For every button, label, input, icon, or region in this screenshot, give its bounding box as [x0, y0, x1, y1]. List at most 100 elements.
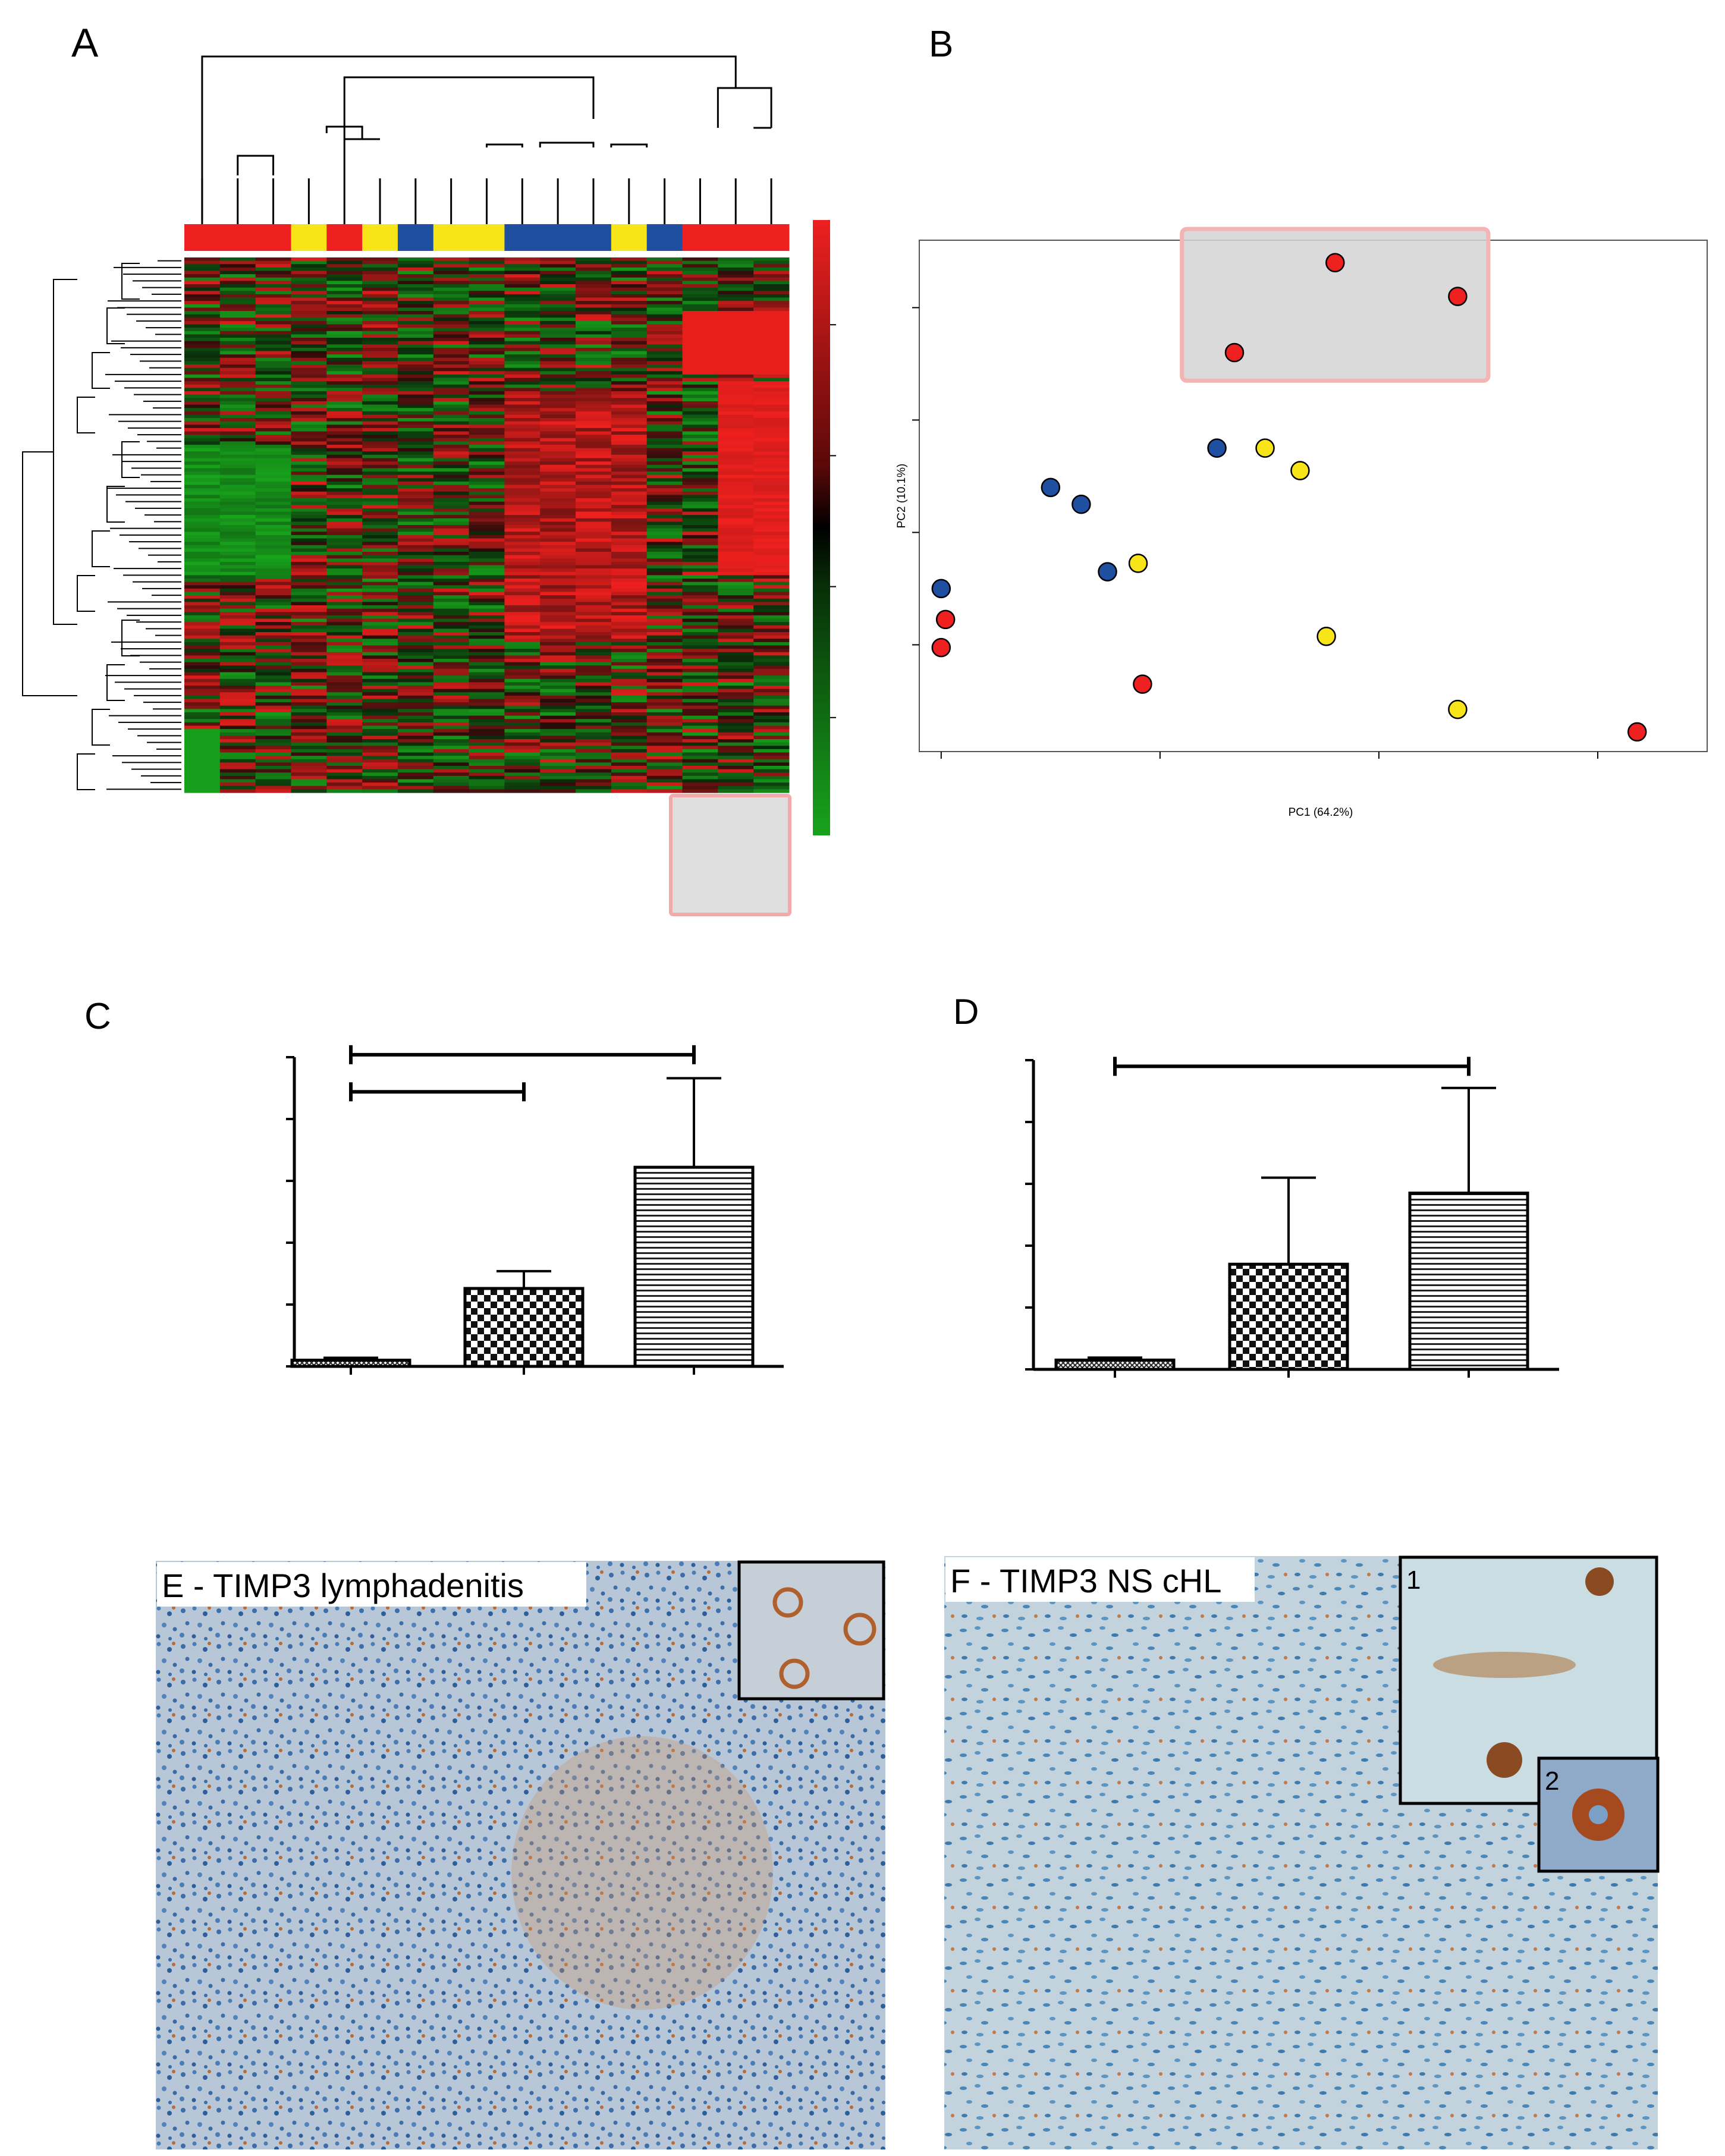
heatmap-cell — [433, 411, 470, 415]
heatmap-cell — [255, 561, 291, 566]
heatmap-cell — [576, 418, 612, 422]
heatmap-cell — [469, 532, 505, 536]
heatmap-cell — [255, 715, 291, 719]
heatmap-cell — [362, 645, 398, 649]
heatmap-cell — [718, 699, 754, 703]
heatmap-cell — [362, 277, 398, 281]
heatmap-cell — [326, 291, 363, 295]
heatmap-cell — [433, 672, 470, 676]
heatmap-cell — [255, 612, 291, 616]
heatmap-cell — [326, 304, 363, 308]
heatmap-cell — [255, 535, 291, 539]
heatmap-cell — [540, 495, 576, 499]
heatmap-cell — [433, 431, 470, 435]
heatmap-cell — [397, 354, 434, 359]
heatmap-cell — [576, 314, 612, 318]
heatmap-cell — [362, 311, 398, 315]
heatmap-cell — [397, 642, 434, 646]
heatmap-cell — [362, 458, 398, 462]
heatmap-cell — [469, 271, 505, 275]
heatmap-cell — [255, 548, 291, 552]
heatmap-cell — [291, 675, 327, 680]
heatmap-cell — [753, 699, 790, 703]
heatmap-cell — [433, 639, 470, 643]
heatmap-cell — [326, 338, 363, 342]
heatmap-cell — [397, 645, 434, 649]
heatmap-cell — [611, 749, 648, 753]
heatmap-cell — [682, 351, 718, 355]
heatmap-cell — [397, 472, 434, 476]
heatmap-cell — [576, 625, 612, 629]
heatmap-cell — [433, 334, 470, 338]
heatmap-cell — [433, 739, 470, 743]
heatmap-cell — [576, 318, 612, 322]
heatmap-cell — [184, 320, 221, 325]
heatmap-cell — [362, 391, 398, 395]
heatmap-cell — [576, 582, 612, 586]
heatmap-cell — [611, 772, 648, 777]
heatmap-cell — [326, 428, 363, 432]
heatmap-cell — [682, 588, 718, 593]
heatmap-cell — [184, 478, 221, 482]
heatmap-cell — [397, 762, 434, 766]
heatmap-cell — [611, 766, 648, 770]
heatmap-cell — [184, 472, 221, 476]
heatmap-cell — [718, 665, 754, 670]
heatmap-cell — [469, 635, 505, 639]
heatmap-cell — [433, 682, 470, 686]
heatmap-cell — [433, 364, 470, 369]
heatmap-cell — [397, 461, 434, 466]
heatmap-cell — [184, 742, 221, 746]
heatmap-cell — [540, 668, 576, 673]
heatmap-cell — [469, 408, 505, 412]
heatmap-cell — [362, 595, 398, 599]
heatmap-cell — [718, 719, 754, 723]
heatmap-cell — [219, 488, 256, 492]
heatmap-cell — [718, 501, 754, 505]
heatmap-cell — [718, 481, 754, 486]
heatmap-cell — [397, 592, 434, 596]
heatmap-cell — [291, 521, 327, 526]
heatmap-cell — [718, 401, 754, 406]
heatmap-cell — [255, 682, 291, 686]
heatmap-cell — [682, 779, 718, 783]
heatmap-cell — [219, 588, 256, 593]
heatmap-cell — [469, 307, 505, 312]
heatmap-cell — [540, 404, 576, 408]
heatmap-cell — [219, 772, 256, 777]
heatmap-cell — [433, 474, 470, 479]
heatmap-cell — [433, 752, 470, 756]
heatmap-cell — [184, 474, 221, 479]
heatmap-cell — [753, 458, 790, 462]
heatmap-cell — [611, 378, 648, 382]
heatmap-cell — [504, 311, 541, 315]
heatmap-cell — [540, 391, 576, 395]
heatmap-cell — [611, 291, 648, 295]
heatmap-cell — [184, 388, 221, 392]
heatmap-cell — [255, 421, 291, 425]
heatmap-cell — [611, 388, 648, 392]
heatmap-cell — [469, 538, 505, 542]
heatmap-cell — [184, 260, 221, 265]
heatmap-cell — [540, 505, 576, 509]
heatmap-cell — [326, 785, 363, 790]
heatmap-cell — [255, 381, 291, 385]
heatmap-cell — [718, 451, 754, 455]
heatmap-cell — [540, 521, 576, 526]
heatmap-cell — [362, 672, 398, 676]
heatmap-cell — [576, 675, 612, 680]
heatmap-cell — [576, 652, 612, 656]
heatmap-cell — [611, 438, 648, 442]
heatmap-cell — [469, 361, 505, 365]
heatmap-cell — [753, 532, 790, 536]
heatmap-cell — [326, 454, 363, 459]
heatmap-cell — [362, 411, 398, 415]
heatmap-cell — [576, 260, 612, 265]
heatmap-cell — [753, 736, 790, 740]
heatmap-cell — [504, 689, 541, 693]
heatmap-cell — [753, 759, 790, 763]
heatmap-cell — [219, 271, 256, 275]
heatmap-cell — [433, 565, 470, 569]
heatmap-cell — [397, 602, 434, 606]
heatmap-cell — [255, 692, 291, 696]
